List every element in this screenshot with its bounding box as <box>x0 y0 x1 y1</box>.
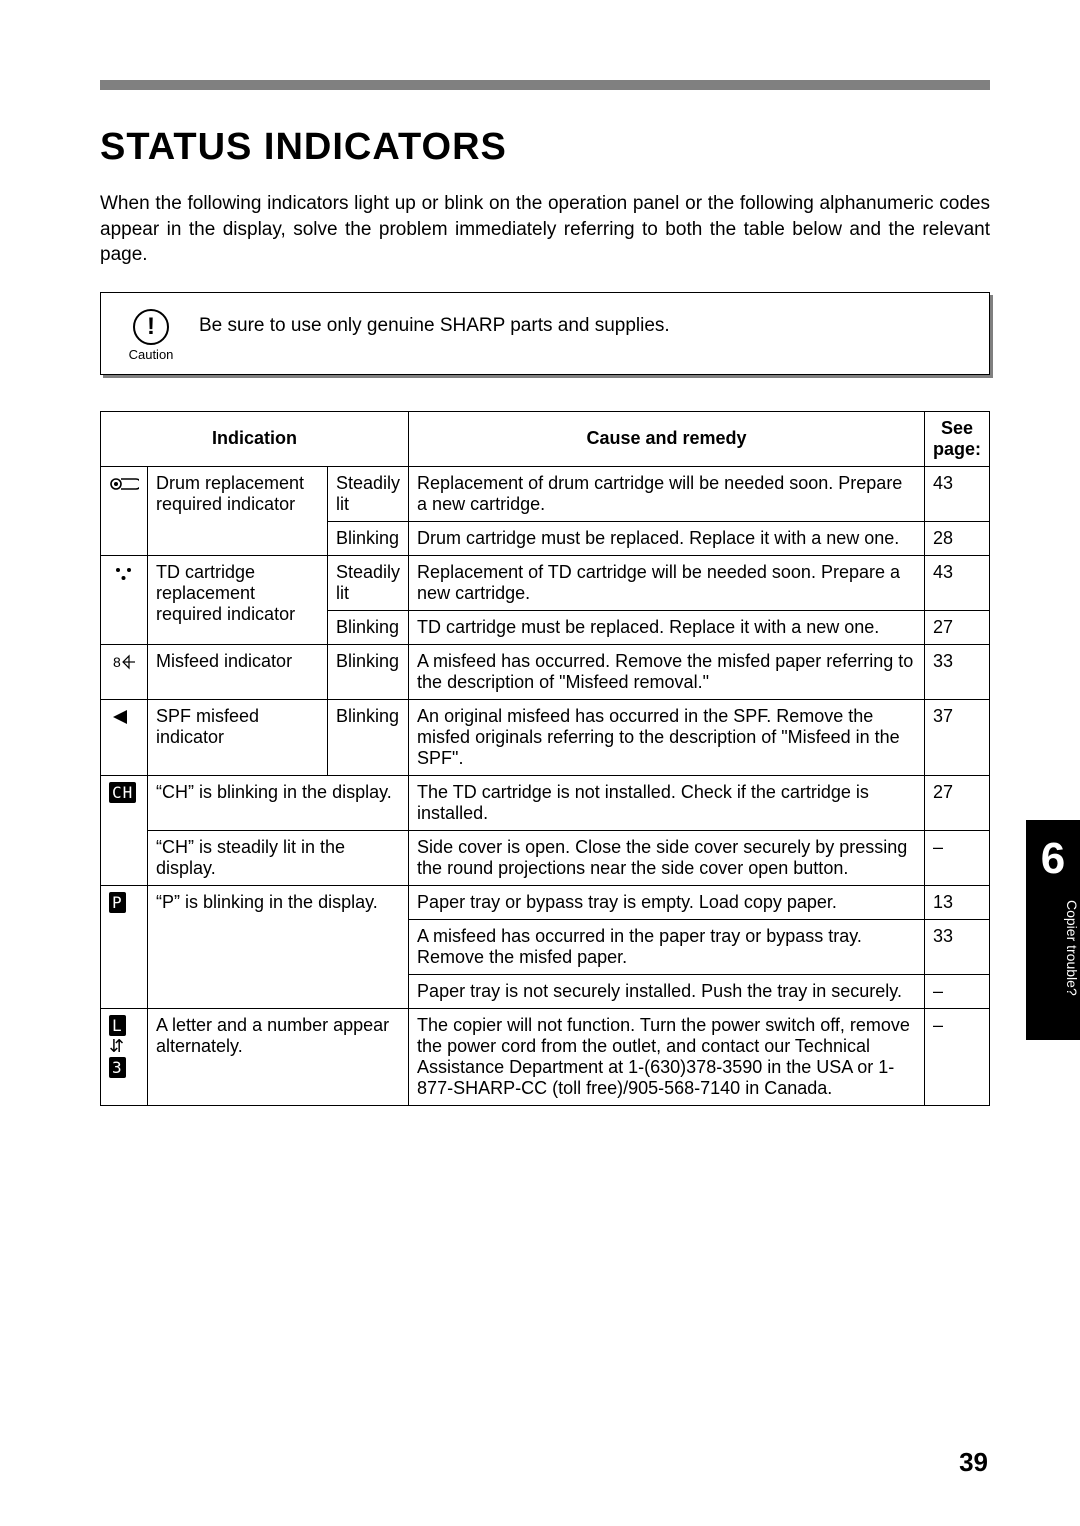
drum-blink-page: 28 <box>924 521 989 555</box>
p-cause-2: A misfeed has occurred in the paper tray… <box>409 919 925 974</box>
intro-text: When the following indicators light up o… <box>100 191 990 268</box>
letnum-cause: The copier will not function. Turn the p… <box>409 1008 925 1105</box>
letnum-label: A letter and a number appear alternately… <box>148 1008 409 1105</box>
drum-blink-cause: Drum cartridge must be replaced. Replace… <box>409 521 925 555</box>
spf-cause: An original misfeed has occurred in the … <box>409 699 925 775</box>
caution-label: Caution <box>129 347 174 362</box>
misfeed-page: 33 <box>924 644 989 699</box>
drum-steady-cause: Replacement of drum cartridge will be ne… <box>409 466 925 521</box>
ch-blink-cause: The TD cartridge is not installed. Check… <box>409 775 925 830</box>
ch-steady-page: – <box>924 830 989 885</box>
ch-blink-label: “CH” is blinking in the display. <box>148 775 409 830</box>
caution-text: Be sure to use only genuine SHARP parts … <box>199 309 670 337</box>
misfeed-label: Misfeed indicator <box>148 644 328 699</box>
svg-text:8: 8 <box>113 654 121 670</box>
ch-steady-cause: Side cover is open. Close the side cover… <box>409 830 925 885</box>
header-bar <box>100 80 990 90</box>
p-page-1: 13 <box>924 885 989 919</box>
spf-page: 37 <box>924 699 989 775</box>
caution-exclaim-icon: ! <box>133 309 169 345</box>
p-display-icon: P <box>101 885 148 1008</box>
p-cause-1: Paper tray or bypass tray is empty. Load… <box>409 885 925 919</box>
ch-steady-label: “CH” is steadily lit in the display. <box>148 830 409 885</box>
spf-misfeed-icon <box>101 699 148 775</box>
header-cause: Cause and remedy <box>409 411 925 466</box>
drum-cartridge-icon <box>101 466 148 555</box>
segment-p: P <box>109 892 126 913</box>
p-page-3: – <box>924 974 989 1008</box>
caution-icon-wrap: ! Caution <box>121 309 181 362</box>
p-label: “P” is blinking in the display. <box>148 885 409 1008</box>
misfeed-state: Blinking <box>328 644 409 699</box>
td-blink-page: 27 <box>924 610 989 644</box>
letter-number-icon: L ⇵ 3 <box>101 1008 148 1105</box>
spf-state: Blinking <box>328 699 409 775</box>
td-cartridge-icon <box>101 555 148 644</box>
td-blink-state: Blinking <box>328 610 409 644</box>
header-indication: Indication <box>101 411 409 466</box>
spf-label: SPF misfeed indicator <box>148 699 328 775</box>
segment-ch: CH <box>109 782 136 803</box>
td-steady-state: Steadily lit <box>328 555 409 610</box>
page-number: 39 <box>959 1447 988 1478</box>
ch-display-icon: CH <box>101 775 148 885</box>
status-table: Indication Cause and remedy See page: Dr… <box>100 411 990 1106</box>
page-container: STATUS INDICATORS When the following ind… <box>0 0 1080 1526</box>
segment-3: 3 <box>109 1057 126 1078</box>
p-cause-3: Paper tray is not securely installed. Pu… <box>409 974 925 1008</box>
chapter-label: Copier trouble? <box>1026 900 1080 996</box>
chapter-number: 6 <box>1026 834 1080 884</box>
page-title: STATUS INDICATORS <box>100 126 990 169</box>
drum-blink-state: Blinking <box>328 521 409 555</box>
caution-box: ! Caution Be sure to use only genuine SH… <box>100 292 990 375</box>
up-down-arrows-icon: ⇵ <box>109 1036 124 1056</box>
td-steady-cause: Replacement of TD cartridge will be need… <box>409 555 925 610</box>
segment-l: L <box>109 1015 126 1036</box>
drum-label: Drum replacement required indicator <box>148 466 328 555</box>
misfeed-cause: A misfeed has occurred. Remove the misfe… <box>409 644 925 699</box>
td-label: TD cartridge replacement required indica… <box>148 555 328 644</box>
ch-blink-page: 27 <box>924 775 989 830</box>
paper-misfeed-icon: 8 <box>101 644 148 699</box>
drum-steady-state: Steadily lit <box>328 466 409 521</box>
td-blink-cause: TD cartridge must be replaced. Replace i… <box>409 610 925 644</box>
letnum-page: – <box>924 1008 989 1105</box>
chapter-tab: 6 Copier trouble? <box>1026 820 1080 1040</box>
p-page-2: 33 <box>924 919 989 974</box>
td-steady-page: 43 <box>924 555 989 610</box>
drum-steady-page: 43 <box>924 466 989 521</box>
header-page: See page: <box>924 411 989 466</box>
